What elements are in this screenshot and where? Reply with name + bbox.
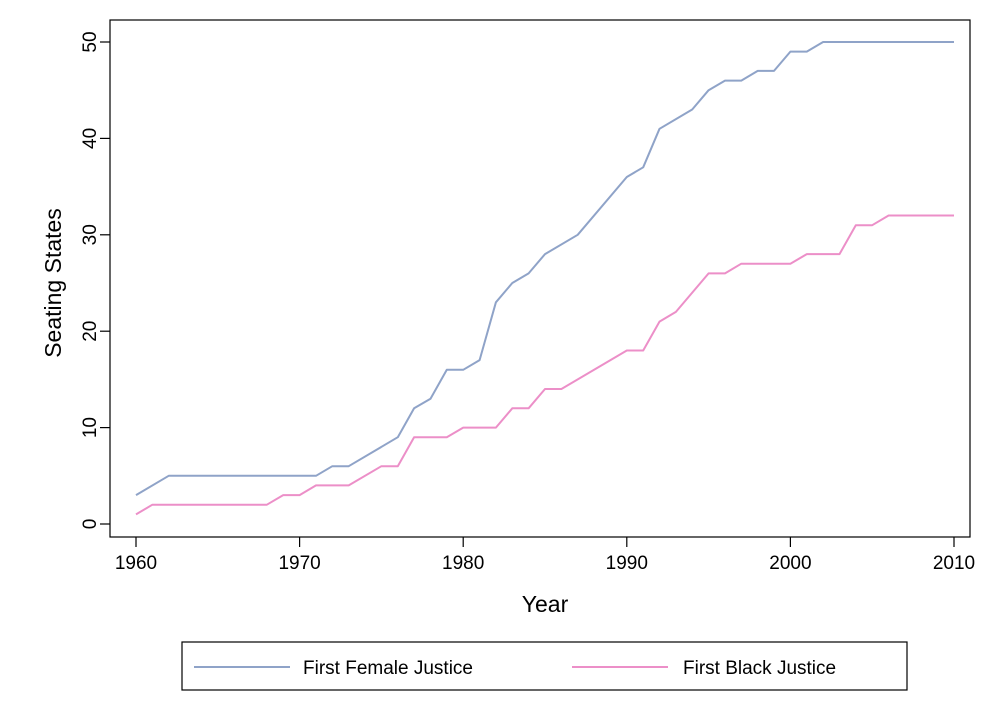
y-tick-label: 0 [80, 519, 101, 530]
y-tick-label: 30 [80, 224, 101, 245]
legend-label-black: First Black Justice [683, 658, 836, 679]
x-tick-label: 1960 [115, 553, 157, 574]
y-axis: 0 10 20 30 40 50 [80, 31, 110, 529]
y-tick-label: 10 [80, 417, 101, 438]
legend: First Female Justice First Black Justice [181, 641, 908, 691]
x-tick-label: 1980 [442, 553, 484, 574]
y-axis-title: Seating States [40, 208, 66, 358]
y-tick-label: 50 [80, 31, 101, 52]
series-line-first-female-justice [135, 41, 954, 496]
x-tick-label: 1990 [606, 553, 648, 574]
plot-area [109, 19, 971, 538]
legend-label-female: First Female Justice [303, 658, 473, 679]
x-tick-label: 2000 [769, 553, 811, 574]
y-tick-label: 40 [80, 128, 101, 149]
x-axis-title: Year [522, 591, 569, 617]
legend-box [181, 641, 908, 691]
x-tick-label: 1970 [278, 553, 320, 574]
series-line-first-black-justice [135, 214, 954, 516]
series-layer [135, 41, 954, 516]
x-axis: 1960 1970 1980 1990 2000 2010 [115, 537, 975, 574]
y-tick-label: 20 [80, 321, 101, 342]
x-tick-label: 2010 [933, 553, 975, 574]
